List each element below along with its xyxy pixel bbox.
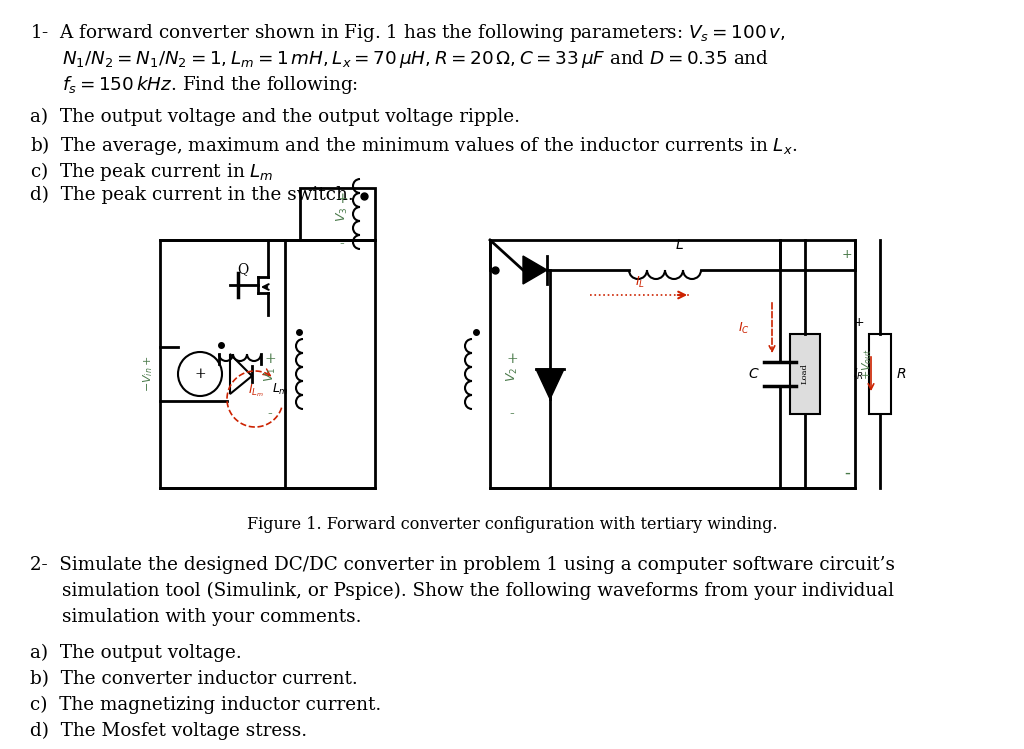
Bar [160, 240, 375, 488]
Text: simulation with your comments.: simulation with your comments. [62, 608, 361, 626]
Text: $L$: $L$ [675, 238, 684, 252]
Text: $f_s = 150\,kHz$. Find the following:: $f_s = 150\,kHz$. Find the following: [62, 74, 358, 96]
Text: $V_2$: $V_2$ [505, 366, 519, 381]
Text: 2-  Simulate the designed DC/DC converter in problem 1 using a computer software: 2- Simulate the designed DC/DC converter… [30, 556, 895, 574]
Bar [300, 188, 375, 240]
Text: a)  The output voltage.: a) The output voltage. [30, 644, 242, 662]
Bar [869, 334, 891, 414]
Polygon shape [523, 256, 547, 284]
Text: b)  The average, maximum and the minimum values of the inductor currents in $L_x: b) The average, maximum and the minimum … [30, 134, 798, 157]
Text: -: - [510, 407, 514, 421]
Text: Q: Q [238, 262, 249, 276]
Text: $+V_{out}$: $+V_{out}$ [860, 348, 873, 380]
Text: Figure 1. Forward converter configuration with tertiary winding.: Figure 1. Forward converter configuratio… [247, 516, 777, 533]
Text: $R$: $R$ [896, 367, 906, 381]
Text: $L_m$: $L_m$ [272, 382, 289, 397]
Text: $C$: $C$ [749, 367, 760, 381]
Text: 1-  A forward converter shown in Fig. 1 has the following parameters: $V_s = 100: 1- A forward converter shown in Fig. 1 h… [30, 22, 785, 44]
Text: +: + [264, 352, 275, 366]
Text: simulation tool (Simulink, or Pspice). Show the following waveforms from your in: simulation tool (Simulink, or Pspice). S… [62, 582, 894, 600]
Polygon shape [536, 369, 564, 399]
Text: $I_{L_m}$: $I_{L_m}$ [248, 382, 264, 398]
Text: $I_C$: $I_C$ [738, 321, 750, 336]
Text: b)  The converter inductor current.: b) The converter inductor current. [30, 670, 357, 688]
Text: +: + [842, 249, 852, 261]
Text: -: - [844, 464, 850, 482]
Text: $-V_{in}+$: $-V_{in}+$ [141, 356, 155, 392]
Text: +: + [336, 192, 348, 206]
Text: +: + [506, 352, 518, 366]
Text: c)  The magnetizing inductor current.: c) The magnetizing inductor current. [30, 696, 381, 715]
Text: d)  The peak current in the switch.: d) The peak current in the switch. [30, 186, 353, 204]
Text: -: - [340, 237, 344, 251]
Text: +: + [195, 367, 206, 381]
Text: c)  The peak current in $L_m$: c) The peak current in $L_m$ [30, 160, 273, 183]
Text: $I_L$: $I_L$ [635, 275, 645, 290]
Text: a)  The output voltage and the output voltage ripple.: a) The output voltage and the output vol… [30, 108, 520, 127]
Text: $I_R$: $I_R$ [853, 366, 864, 381]
Text: +: + [853, 316, 864, 329]
Text: $N_1/N_2 = N_1/N_2 = 1, L_m = 1\,mH, L_x = 70\,\mu H, R = 20\,\Omega, C = 33\,\m: $N_1/N_2 = N_1/N_2 = 1, L_m = 1\,mH, L_x… [62, 48, 769, 70]
Text: $V_3$: $V_3$ [335, 206, 349, 222]
Circle shape [178, 352, 222, 396]
Bar [790, 334, 820, 414]
Text: d)  The Mosfet voltage stress.: d) The Mosfet voltage stress. [30, 722, 307, 740]
Text: -: - [267, 407, 272, 421]
Text: Load: Load [801, 363, 809, 384]
Bar [490, 240, 855, 488]
Text: $V_1$: $V_1$ [262, 366, 278, 382]
